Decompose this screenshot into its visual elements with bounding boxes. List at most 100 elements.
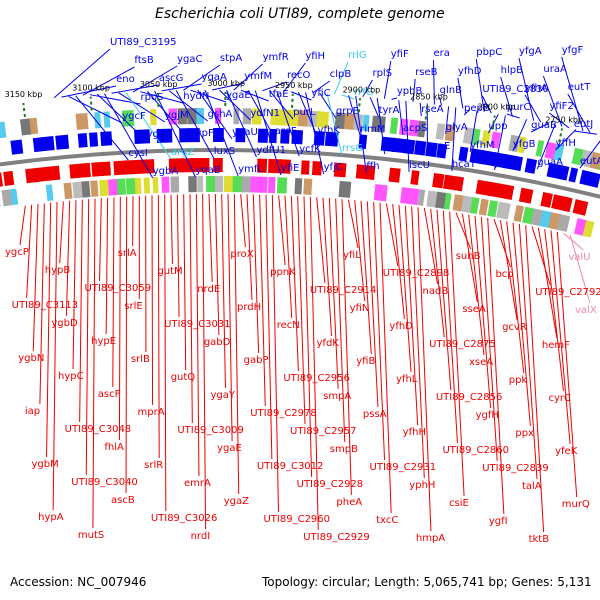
tick-label: 3000 kbp (207, 79, 245, 88)
reverse-cog-feature (400, 187, 412, 205)
reverse-cog-feature (250, 176, 261, 193)
leader-line (176, 194, 180, 318)
tick-mark (89, 96, 93, 111)
reverse-cog-feature (294, 178, 303, 195)
reverse-cog-feature (1, 189, 13, 207)
reverse-cog-feature (338, 180, 352, 198)
reverse-gene-label: bcp (495, 269, 513, 280)
forward-gene-label: yphB (397, 86, 423, 97)
forward-cog-feature (517, 136, 527, 154)
reverse-cog-feature (45, 184, 54, 201)
reverse-gene-label: ppk (509, 375, 528, 386)
leader-line (112, 197, 115, 388)
reverse-gene-label: UTI89_C2914 (310, 285, 377, 296)
reverse-gene-label: recN (277, 320, 300, 331)
forward-cog-feature (270, 108, 282, 126)
forward-gene-label: yfiH (305, 51, 325, 62)
forward-gene-label: ygaE (226, 90, 251, 101)
leader-line (544, 229, 564, 392)
leader-line (451, 107, 457, 172)
reverse-cog-feature (241, 176, 252, 193)
forward-cog-feature (435, 123, 446, 140)
forward-cog-feature (343, 113, 357, 130)
forward-gene-label: recO (287, 70, 311, 81)
leader-line (439, 96, 443, 106)
leader-line (32, 204, 39, 352)
reverse-gene-label: srlA (118, 248, 137, 259)
reverse-gene-label: UTI89_C2960 (263, 514, 330, 525)
reverse-cds-feature (572, 199, 589, 216)
forward-cds-feature (513, 156, 524, 172)
forward-gene-label: ascG (159, 73, 184, 84)
forward-cds-feature (436, 143, 448, 159)
leader-line (355, 95, 367, 174)
reverse-gene-label: ygfI (489, 516, 508, 527)
forward-cog-feature (316, 111, 330, 128)
reverse-cds-feature (102, 161, 111, 176)
leader-line (247, 90, 276, 139)
reverse-cog-feature (513, 204, 524, 223)
reverse-cog-feature (556, 214, 571, 232)
forward-cog-feature (389, 117, 399, 135)
reverse-gene-label: ygfH (476, 410, 499, 421)
tick-label: 2800 kbp (478, 103, 516, 112)
reverse-cds-feature (561, 196, 573, 213)
leader-line (561, 56, 584, 132)
leader-line (214, 193, 220, 336)
forward-cog-feature (508, 134, 521, 153)
leader-line (254, 90, 282, 176)
reverse-gene-label: yfhH (403, 427, 426, 438)
reverse-gene-label: pheA (336, 497, 362, 508)
feature-tracks (0, 108, 600, 238)
forward-gene-label: hydN (183, 91, 209, 102)
reverse-gene-label: ygbM (32, 459, 59, 470)
reverse-cog-feature (197, 176, 204, 193)
forward-cds-feature (524, 158, 538, 174)
forward-gene-label: eutJ (574, 119, 593, 130)
reverse-cds-feature (366, 165, 376, 180)
reverse-gene-label: yfhL (396, 374, 418, 385)
forward-gene-label: yfhK (318, 125, 341, 136)
reverse-gene-label: valX (575, 305, 597, 316)
leader-line (461, 213, 478, 303)
reverse-cog-feature (232, 176, 244, 193)
leader-line (362, 79, 373, 97)
forward-gene-label: ymfR (263, 52, 289, 63)
reverse-gene-label: UTI89_C2931 (370, 462, 437, 473)
leader-line (487, 217, 505, 515)
reverse-gene-label: UTI89_C2898 (383, 268, 450, 279)
reverse-gene-label: UTI89_C3048 (65, 424, 132, 435)
reverse-cds-feature (300, 160, 310, 175)
tick-mark (558, 128, 564, 143)
forward-gene-label: hypF (189, 128, 214, 139)
reverse-gene-label: ygbN (18, 353, 44, 364)
reverse-gene-label: UTI89_C2957 (290, 426, 357, 437)
leader-line (383, 60, 392, 99)
reverse-cog-feature (303, 178, 313, 195)
forward-gene-label: eutA (580, 156, 600, 167)
forward-gene-label: yffH (556, 138, 576, 149)
leader-line (164, 194, 167, 512)
leader-line (218, 89, 251, 121)
reverse-cog-feature (134, 177, 142, 195)
forward-gene-label: cysI (128, 148, 148, 159)
tick-label: 2950 kbp (275, 81, 313, 90)
leader-line (118, 92, 166, 123)
leader-line (376, 97, 386, 155)
leader-line (125, 92, 172, 160)
leader-line (125, 196, 128, 494)
forward-gene-label: kgtP (385, 142, 407, 153)
leader-line (284, 195, 293, 319)
forward-cog-feature (168, 108, 178, 125)
reverse-cds-feature (135, 159, 149, 174)
reverse-gene-label: yfiN (350, 303, 370, 314)
leader-line (468, 214, 485, 356)
leader-line (204, 89, 239, 177)
forward-gene-label: acpS (403, 123, 427, 134)
reverse-gene-label: UTI89_C2839 (482, 463, 549, 474)
forward-gene-label: rrlG (348, 50, 367, 61)
leader-line (550, 230, 571, 445)
leader-line (168, 90, 208, 122)
leader-line (161, 83, 202, 92)
forward-gene-label: yfhA (525, 83, 548, 94)
